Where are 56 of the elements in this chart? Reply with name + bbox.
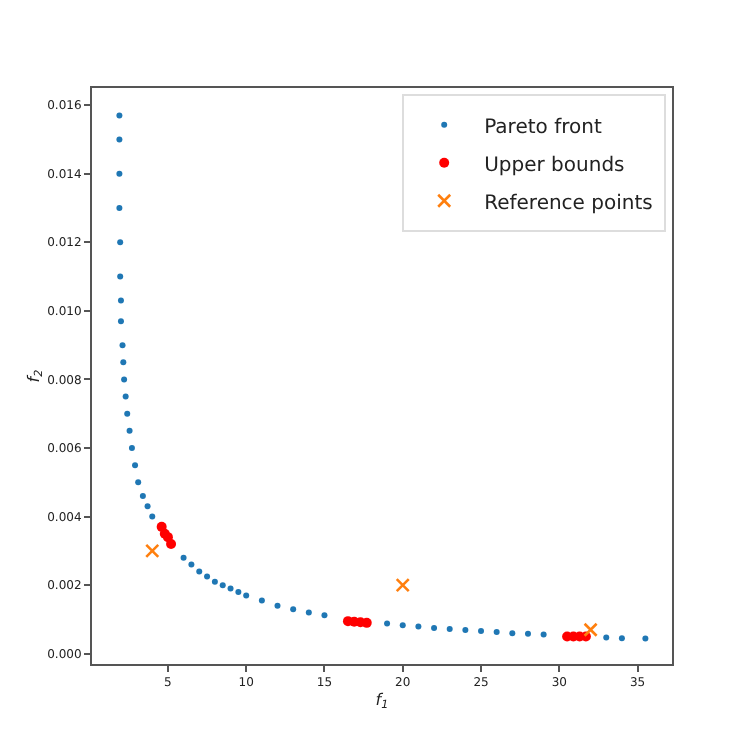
point xyxy=(493,629,500,636)
point xyxy=(120,359,127,366)
point xyxy=(117,273,124,280)
point xyxy=(144,503,151,510)
point xyxy=(128,445,135,451)
point xyxy=(509,630,516,637)
point xyxy=(119,342,126,349)
point xyxy=(235,589,242,595)
point xyxy=(124,410,131,417)
point xyxy=(603,634,610,641)
point xyxy=(116,205,123,211)
point xyxy=(478,628,485,635)
point xyxy=(121,376,128,383)
point xyxy=(116,136,123,143)
point xyxy=(618,635,625,642)
point xyxy=(116,112,123,119)
point xyxy=(258,597,265,604)
point xyxy=(321,612,328,619)
point xyxy=(290,606,297,613)
legend-label: Reference points xyxy=(484,192,653,215)
legend-label: Pareto front xyxy=(484,116,602,139)
point xyxy=(243,592,250,599)
point xyxy=(211,578,218,585)
x-axis-title: f$_{1}$ xyxy=(375,690,389,712)
point xyxy=(144,543,160,559)
point xyxy=(135,479,142,486)
point xyxy=(274,602,281,609)
point xyxy=(415,623,422,630)
point xyxy=(524,630,531,637)
point xyxy=(117,239,124,246)
point xyxy=(462,627,469,634)
point xyxy=(188,561,195,568)
point xyxy=(139,493,146,499)
point xyxy=(395,577,411,593)
point xyxy=(540,631,547,638)
point xyxy=(399,622,406,629)
point xyxy=(116,170,123,177)
point xyxy=(227,585,234,592)
point xyxy=(204,573,211,580)
point xyxy=(126,427,133,434)
point xyxy=(117,297,124,304)
point xyxy=(149,513,156,520)
point xyxy=(384,620,391,627)
point xyxy=(642,635,649,642)
point xyxy=(583,622,598,638)
point xyxy=(132,462,139,469)
point xyxy=(117,318,124,325)
point xyxy=(122,393,129,400)
point xyxy=(305,609,312,616)
point xyxy=(446,626,453,633)
legend-label: Upper bounds xyxy=(484,154,625,177)
point xyxy=(431,625,438,631)
point xyxy=(219,582,226,589)
point xyxy=(196,568,203,575)
point xyxy=(166,539,177,549)
point xyxy=(180,554,187,561)
